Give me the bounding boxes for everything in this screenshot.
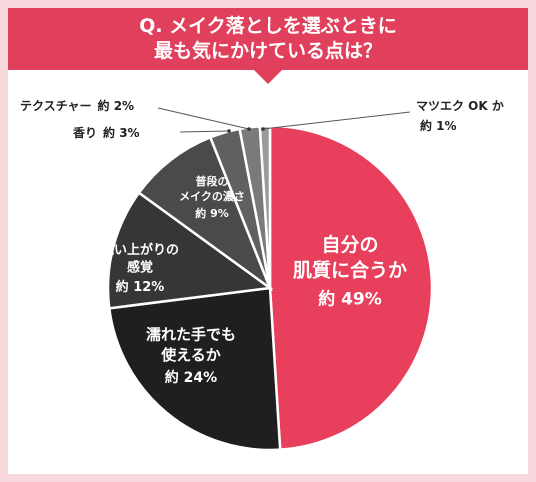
slice-label: 感覚 <box>127 260 153 276</box>
slice-percent: 約 3% <box>103 125 140 140</box>
slice-label: 肌質に合うか <box>293 259 407 282</box>
slice-label: 洗い上がりの <box>101 242 179 258</box>
slice-percent: 約 9% <box>195 206 229 220</box>
slice-label: 香り <box>72 125 97 140</box>
leader-dot <box>227 129 231 133</box>
leader-dot <box>247 127 251 131</box>
pie-slice <box>268 124 434 452</box>
slice-percent: 約 49% <box>318 288 382 309</box>
slice-percent: 約 24% <box>165 369 217 386</box>
slice-percent: 約 12% <box>116 279 165 295</box>
pie-slices <box>106 124 434 452</box>
pie-slice <box>106 191 274 310</box>
banner-pointer <box>254 70 282 84</box>
leader-line <box>157 107 250 130</box>
question-line-2: 最も気にかけている点は？ <box>153 40 382 62</box>
slice-label: 濡れた手でも <box>146 326 236 344</box>
slice-label: テクスチャー <box>20 99 92 113</box>
question-line-1: Q. メイク落としを選ぶときに <box>139 15 397 37</box>
pie-slice <box>258 124 272 289</box>
leader-dot <box>261 127 265 131</box>
pie-slice <box>137 135 273 292</box>
slice-label: マツエク OK か <box>416 99 504 113</box>
slice-percent: 約 2% <box>98 98 135 113</box>
slice-label: 使えるか <box>160 346 221 364</box>
pie-slice <box>107 286 282 452</box>
slice-label: 普段の <box>196 174 229 188</box>
leader-line <box>262 111 411 130</box>
question-banner <box>8 8 528 70</box>
leader-line <box>179 130 230 133</box>
slice-percent: 約 1% <box>420 118 457 133</box>
question-title: Q. メイク落としを選ぶときに 最も気にかけている点は？ <box>8 14 528 64</box>
slice-label: メイクの濃さ <box>179 189 245 203</box>
slice-label: 自分の <box>321 233 378 256</box>
